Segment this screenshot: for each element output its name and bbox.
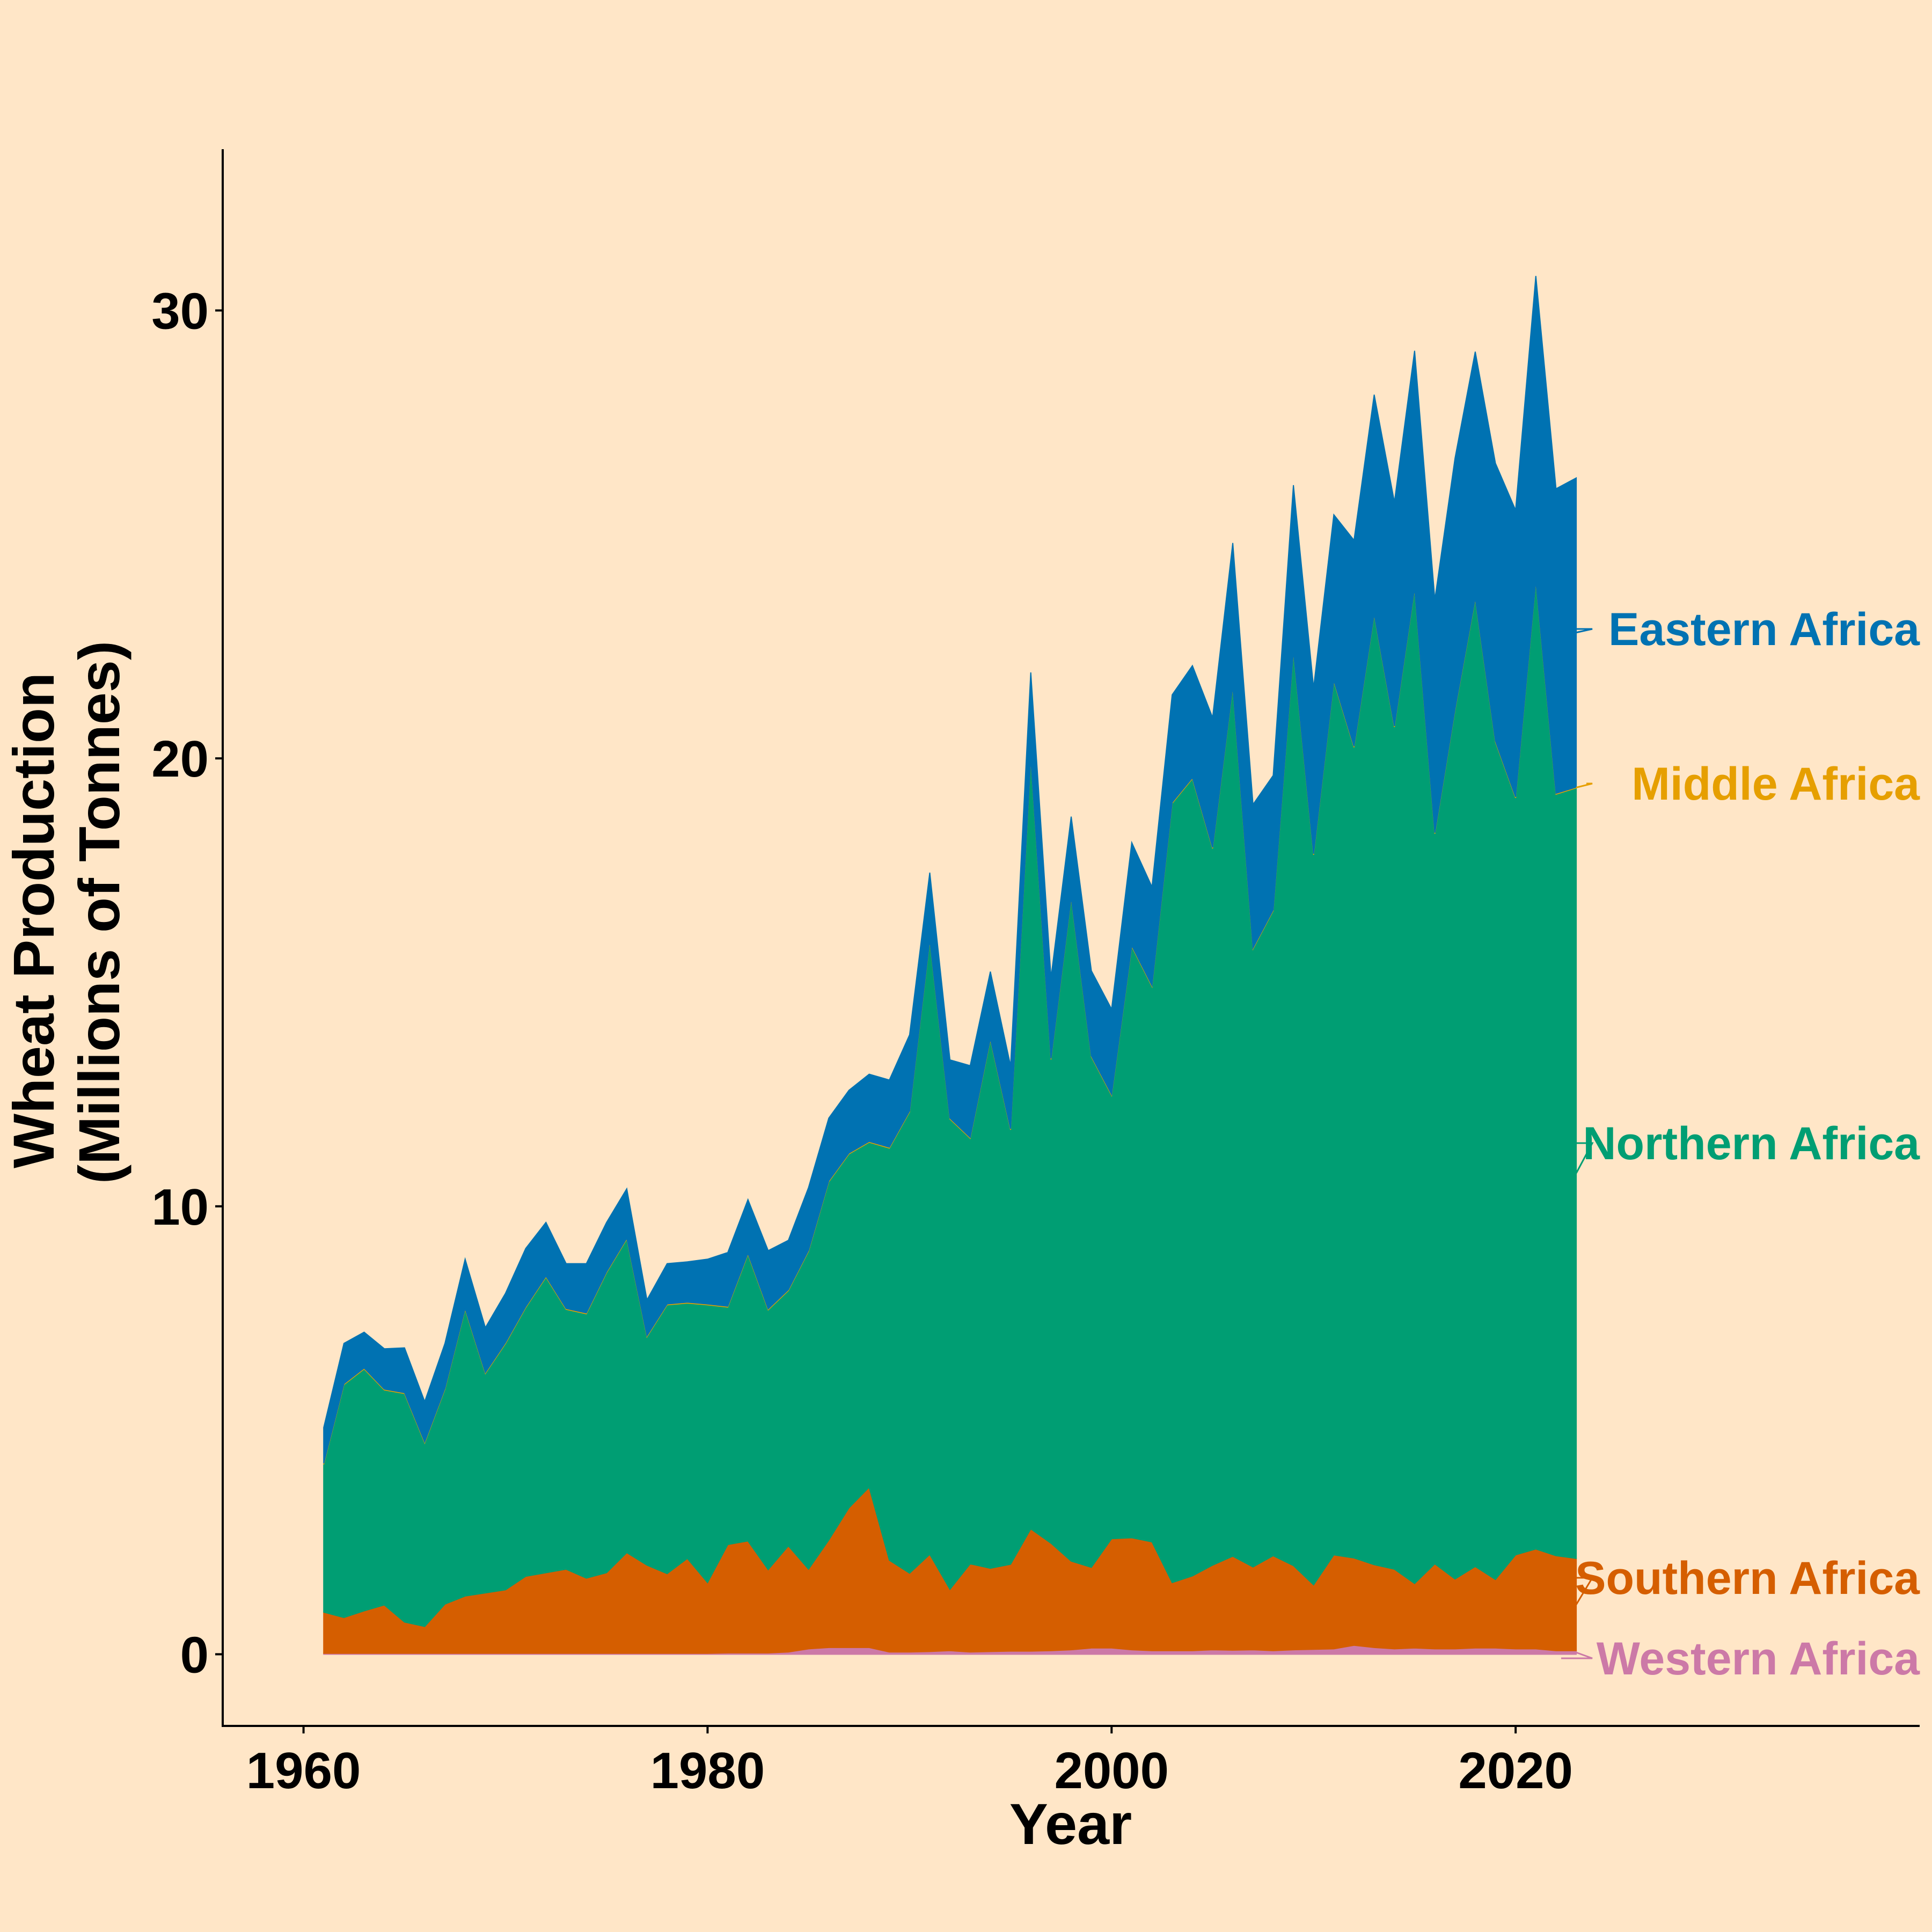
x-tick-label: 2020	[1458, 1742, 1573, 1799]
y-axis-title-line-2: (Millions of Tonnes)	[67, 641, 131, 1184]
leader-line-northern-africa	[1536, 1142, 1594, 1174]
leader-line-southern-africa	[1536, 1577, 1594, 1605]
series-label-eastern-africa: Eastern Africa	[1608, 604, 1920, 655]
x-tick-label: 1960	[246, 1742, 361, 1799]
y-axis-title: Wheat Production (Millions of Tonnes)	[1, 641, 131, 1184]
x-tick-label: 1980	[650, 1742, 765, 1799]
x-axis-title: Year	[1009, 1791, 1132, 1856]
leader-line-eastern-africa	[1561, 628, 1593, 634]
series-label-western-africa: Western Africa	[1597, 1633, 1920, 1685]
y-ticks: 0 10 20 30	[151, 282, 223, 1684]
y-tick-label: 10	[151, 1179, 209, 1236]
y-tick-label: 30	[151, 282, 209, 340]
x-tick-label: 2000	[1055, 1742, 1169, 1799]
leader-line-middle-africa	[1576, 782, 1593, 788]
series-labels: Western Africa Southern Africa Northern Af…	[1536, 604, 1920, 1685]
stacked-areas	[323, 276, 1577, 1655]
series-label-middle-africa: Middle Africa	[1631, 758, 1920, 810]
leader-line-western-africa	[1561, 1651, 1593, 1659]
series-label-southern-africa: Southern Africa	[1575, 1553, 1920, 1604]
y-tick-label: 20	[151, 730, 209, 788]
y-axis-title-line-1: Wheat Production	[1, 672, 66, 1168]
x-ticks: 1960 1980 2000 2020	[246, 1726, 1573, 1799]
y-tick-label: 0	[180, 1626, 209, 1684]
axes	[222, 149, 1920, 1727]
series-label-northern-africa: Northern Africa	[1583, 1118, 1920, 1169]
